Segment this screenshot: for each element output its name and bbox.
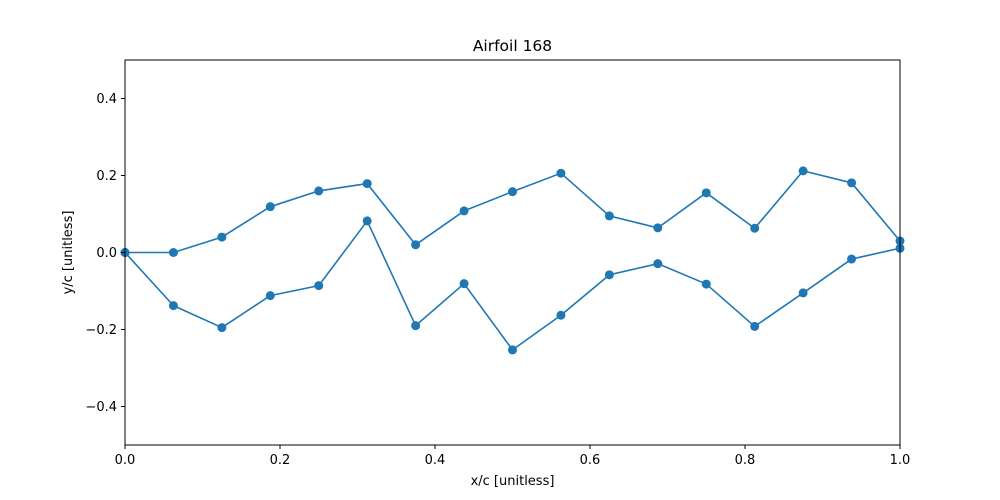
y-tick-label: 0.4 — [96, 92, 117, 107]
y-axis-label: y/c [unitless] — [61, 211, 76, 295]
data-point — [508, 187, 517, 197]
data-point — [362, 179, 372, 189]
data-point — [168, 248, 178, 257]
x-axis: 0.0 0.2 0.4 0.6 0.8 1.0 — [115, 445, 911, 468]
data-point — [459, 279, 469, 289]
x-tick-label: 0.2 — [270, 453, 291, 468]
x-tick-label: 0.4 — [425, 453, 446, 468]
data-point — [750, 321, 760, 331]
data-point — [604, 270, 614, 280]
y-tick-label: −0.4 — [85, 400, 117, 415]
data-point — [847, 178, 857, 188]
x-axis-label: x/c [unitless] — [471, 474, 555, 489]
data-point — [556, 310, 566, 320]
data-point — [265, 291, 275, 301]
data-point — [701, 188, 711, 198]
data-point — [653, 259, 663, 269]
data-point — [411, 240, 421, 250]
plot-frame — [124, 59, 901, 446]
data-point — [750, 223, 760, 233]
data-point — [168, 301, 178, 311]
x-tick-label: 1.0 — [890, 453, 911, 468]
data-point — [265, 202, 275, 212]
data-point — [314, 186, 324, 196]
data-point — [847, 254, 857, 264]
data-point — [362, 216, 372, 226]
data-point — [217, 323, 227, 333]
x-tick-label: 0.8 — [735, 453, 756, 468]
y-tick-label: 0.0 — [96, 246, 117, 261]
data-point — [701, 279, 711, 289]
data-point — [217, 232, 227, 242]
data-point — [653, 223, 663, 233]
series-layer — [120, 166, 905, 355]
x-tick-label: 0.6 — [580, 453, 601, 468]
data-point — [508, 345, 517, 355]
data-point — [411, 321, 421, 331]
x-tick-label: 0.0 — [115, 453, 136, 468]
series-line-1 — [125, 170, 901, 254]
data-point — [459, 206, 469, 216]
chart-title: Airfoil 168 — [473, 37, 552, 55]
data-point — [798, 166, 808, 176]
data-point — [798, 288, 808, 298]
data-point — [314, 281, 324, 291]
y-tick-label: 0.2 — [96, 169, 117, 184]
series-line-2 — [124, 220, 901, 351]
data-point — [556, 168, 566, 178]
y-tick-label: −0.2 — [85, 323, 117, 338]
y-axis: −0.4 −0.2 0.0 0.2 0.4 — [85, 92, 125, 415]
data-point — [604, 211, 614, 221]
